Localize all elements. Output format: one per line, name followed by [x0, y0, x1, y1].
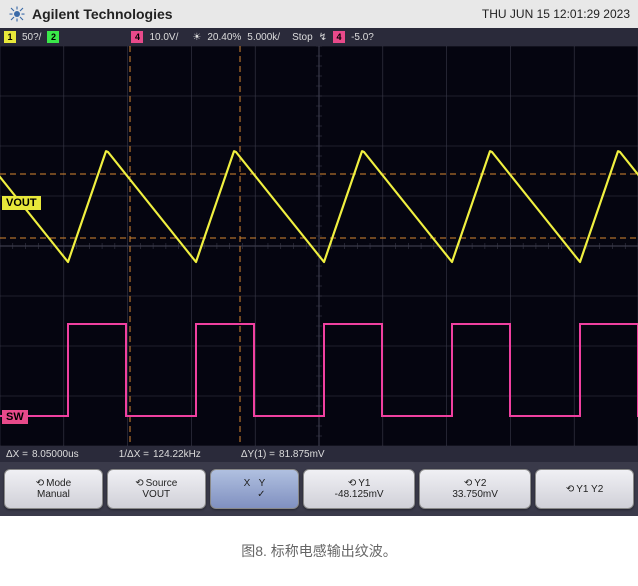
softkey-xy-check: ✓ [257, 489, 265, 500]
softkey-mode[interactable]: ⟲Mode Manual [4, 469, 103, 509]
agilent-logo-icon [8, 5, 26, 23]
meas-dx-value: 8.05000us [32, 449, 79, 460]
waveform-display[interactable]: VOUT SW [0, 46, 638, 446]
meas-dy-value: 81.875mV [279, 449, 325, 460]
ch1-badge: 1 [4, 31, 16, 43]
meas-invdx: 1/ΔX = 124.22kHz [119, 449, 201, 460]
softkey-x: X [244, 478, 251, 489]
datetime-text: THU JUN 15 12:01:29 2023 [482, 7, 630, 21]
timebase-div: 5.000k/ [247, 32, 280, 43]
oscilloscope-screenshot: Agilent Technologies THU JUN 15 12:01:29… [0, 0, 638, 586]
brand-area: Agilent Technologies [8, 5, 173, 23]
waveform-svg [0, 46, 638, 446]
softkey-source-l1: Source [146, 478, 178, 489]
channel-settings-bar: 1 50?/ 2 4 10.0V/ ☀ 20.40% 5.000k/ Stop … [0, 28, 638, 46]
softkey-y: Y [259, 478, 266, 489]
measurement-bar: ΔX = 8.05000us 1/ΔX = 124.22kHz ΔY(1) = … [0, 446, 638, 462]
figure-caption: 图8. 标称电感输出纹波。 [0, 516, 638, 586]
ch1-scale: 50?/ [22, 32, 41, 43]
softkey-y2-l2: 33.750mV [452, 489, 498, 500]
run-mode: Stop [292, 32, 313, 43]
timebase-offset: 20.40% [207, 32, 241, 43]
softkey-source[interactable]: ⟲Source VOUT [107, 469, 206, 509]
softkey-y2-l1: Y2 [474, 478, 486, 489]
knob-icon: ⟲ [464, 478, 472, 489]
knob-icon: ⟲ [566, 484, 574, 495]
softkey-y1-l2: -48.125mV [335, 489, 384, 500]
meas-dx-label: ΔX = [6, 449, 28, 460]
softkey-y1-l1: Y1 [358, 478, 370, 489]
scope-body: Agilent Technologies THU JUN 15 12:01:29… [0, 0, 638, 516]
ch1-label-vout: VOUT [2, 196, 41, 210]
softkey-y1[interactable]: ⟲Y1 -48.125mV [303, 469, 415, 509]
softkey-source-l2: VOUT [142, 489, 170, 500]
softkey-mode-l1: Mode [46, 478, 71, 489]
meas-invdx-label: 1/ΔX = [119, 449, 149, 460]
knob-icon: ⟲ [348, 478, 356, 489]
meas-dy: ΔY(1) = 81.875mV [241, 449, 325, 460]
meas-dx: ΔX = 8.05000us [6, 449, 79, 460]
brand-text: Agilent Technologies [32, 6, 173, 22]
ch4-scale: 10.0V/ [149, 32, 178, 43]
scope-header: Agilent Technologies THU JUN 15 12:01:29… [0, 0, 638, 28]
softkey-y2[interactable]: ⟲Y2 33.750mV [419, 469, 531, 509]
trigger-edge-icon: ↯ [319, 32, 327, 43]
ch4-label-sw: SW [2, 410, 28, 424]
softkey-y1y2[interactable]: ⟲Y1 Y2 [535, 469, 634, 509]
ch4-badge: 4 [131, 31, 143, 43]
trigger-ch-badge: 4 [333, 31, 345, 43]
softkey-y1y2-l1: Y1 Y2 [576, 484, 603, 495]
meas-dy-label: ΔY(1) = [241, 449, 275, 460]
ch2-badge: 2 [47, 31, 59, 43]
knob-icon: ⟲ [36, 478, 44, 489]
meas-invdx-value: 124.22kHz [153, 449, 201, 460]
softkey-bar: ⟲Mode Manual ⟲Source VOUT X Y ✓ ⟲Y1 -48.… [0, 462, 638, 516]
sun-icon: ☀ [192, 32, 201, 43]
softkey-mode-l2: Manual [37, 489, 70, 500]
trigger-level: -5.0? [351, 32, 374, 43]
knob-icon: ⟲ [135, 478, 143, 489]
softkey-xy[interactable]: X Y ✓ [210, 469, 299, 509]
